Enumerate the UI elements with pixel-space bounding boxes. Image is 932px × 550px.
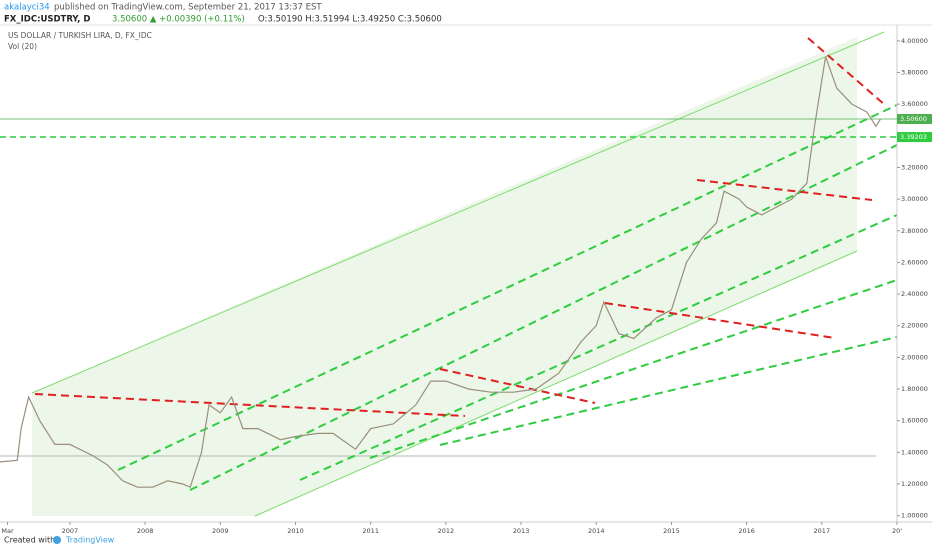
symbol: FX_IDC:USDTRY, D [4,15,90,25]
ohlc: O:3.50190 H:3.51994 L:3.49250 C:3.50600 [258,15,442,25]
x-tick-label: 2011 [362,527,379,535]
trend-line [807,37,886,106]
trend-line [34,393,466,417]
price-label: 3.39203 [900,133,927,141]
chart-subtitle: Vol (20) [8,42,37,51]
x-tick-label: 2010 [287,527,304,535]
channel-bottom [254,250,858,517]
chart-title: US DOLLAR / TURKISH LIRA, D, FX_IDC [8,31,152,40]
y-tick-label: 3.00000 [901,195,928,203]
trend-line [369,279,898,459]
x-tick-label: 2007 [62,527,79,535]
footer-created: Created with [4,536,55,545]
price-label-box [897,132,932,143]
y-tick-label: 1.60000 [901,417,928,425]
trend-line [439,368,596,404]
author[interactable]: akalayci34 [4,3,50,13]
x-tick-label: 2016 [738,527,755,535]
green-trends [117,104,898,491]
y-tick-label: 2.40000 [901,290,928,298]
x-tick-label: Mar [1,527,14,535]
y-tick-label: 3.80000 [901,68,928,76]
x-tick-label: 2017 [814,527,831,535]
x-tick-label: 2013 [513,527,530,535]
footer-brand[interactable]: TradingView [65,536,115,545]
x-tick-label: 2012 [438,527,455,535]
trend-line [189,144,898,491]
y-tick-label: 3.60000 [901,100,928,108]
y-tick-label: 2.80000 [901,227,928,235]
y-tick-label: 2.00000 [901,353,928,361]
y-tick-label: 1.00000 [901,512,928,520]
channel-top [31,31,885,394]
x-tick-label: 2015 [663,527,680,535]
y-tick-label: 1.80000 [901,385,928,393]
trend-line [439,336,898,446]
price-label: 3.50600 [900,115,927,123]
y-tick-label: 3.20000 [901,163,928,171]
y-tick-label: 1.40000 [901,448,928,456]
channel-fill [32,37,857,516]
brand-logo [53,536,61,544]
published: published on TradingView.com, September … [54,3,322,13]
y-tick-label: 2.20000 [901,322,928,330]
y-tick-label: 4.00000 [901,37,928,45]
y-tick-label: 2.60000 [901,258,928,266]
plot [0,31,898,517]
red-trends [34,37,886,417]
y-tick-label: 1.20000 [901,480,928,488]
x-tick-label: 20' [892,527,902,535]
trend-line [696,179,873,201]
price-label-box [897,114,932,125]
trend-line [299,214,898,481]
x-tick-label: 2014 [588,527,605,535]
x-tick-label: 2009 [212,527,229,535]
trend-line [117,104,898,471]
price-line [0,56,882,489]
x-tick-label: 2008 [137,527,154,535]
quote: 3.50600 ▲ +0.00390 (+0.11%) [112,15,245,25]
